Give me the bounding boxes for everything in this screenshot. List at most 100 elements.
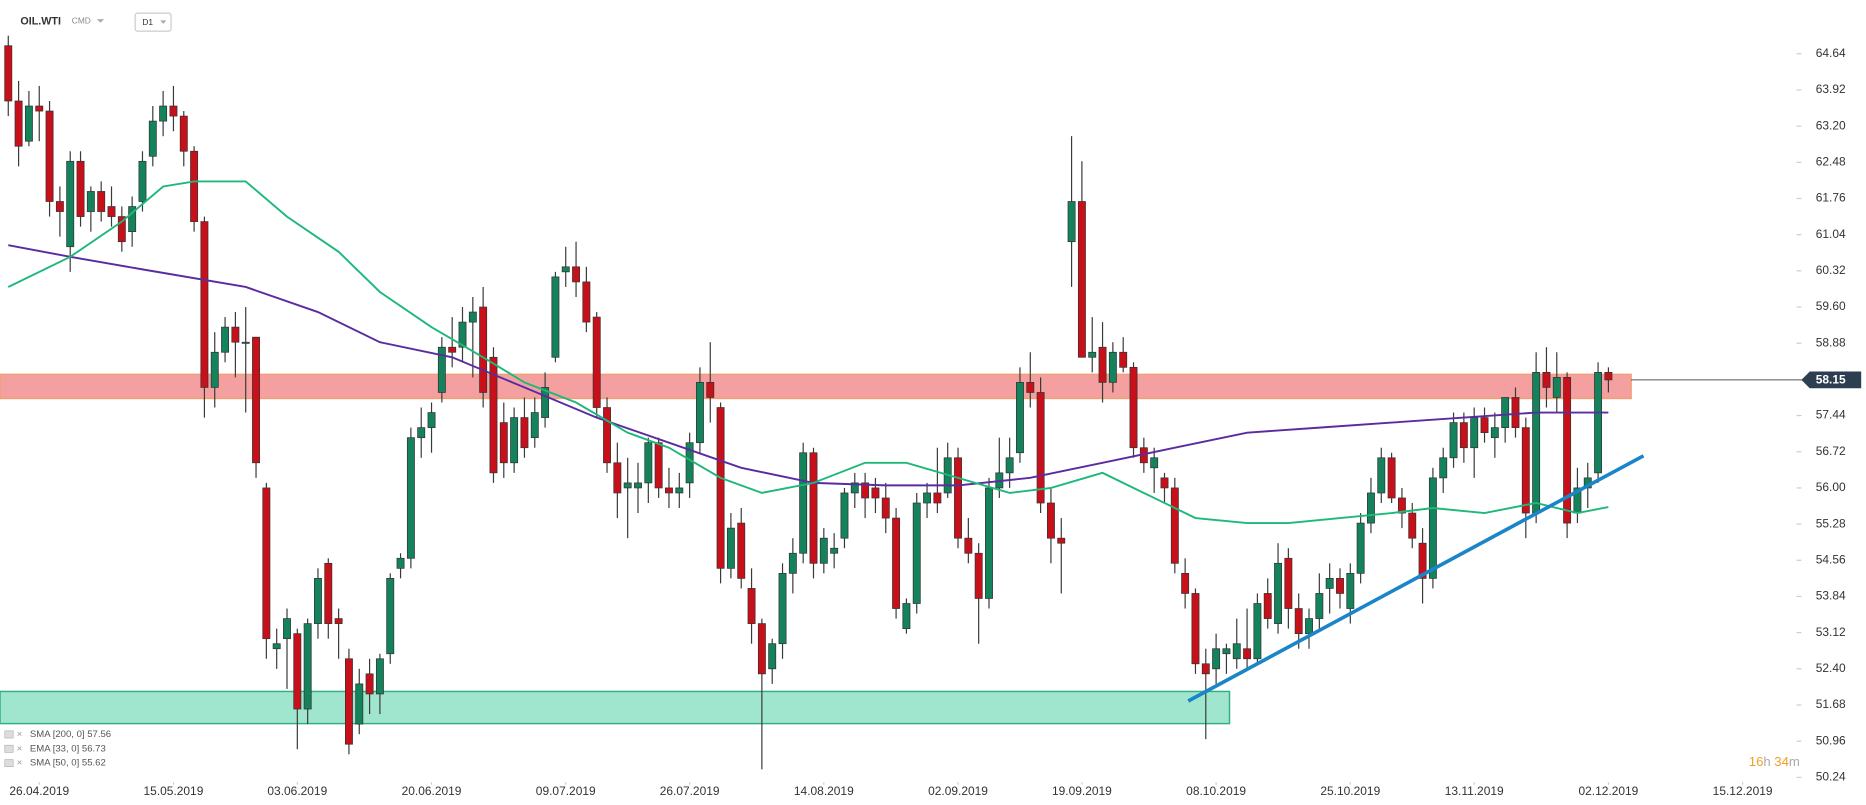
y-tick-label: 56.00	[1816, 480, 1846, 494]
candle-body	[262, 487, 271, 640]
candle-body	[1305, 618, 1313, 635]
candle-body	[355, 683, 364, 725]
candle-body	[1232, 643, 1241, 660]
candle-body	[1243, 648, 1252, 660]
candle-body	[778, 572, 787, 645]
candle-body	[706, 382, 715, 398]
candle-body	[1480, 417, 1489, 434]
candle-body	[458, 321, 467, 348]
candle-body	[551, 276, 560, 358]
candle-body	[1098, 346, 1107, 383]
candle-body	[283, 618, 291, 640]
candle-body	[1387, 457, 1396, 499]
candle-body	[375, 658, 384, 695]
countdown-h: h	[1763, 755, 1770, 770]
y-tick-label: 64.64	[1816, 46, 1846, 60]
last-price-box	[1801, 371, 1862, 389]
candle-body	[757, 623, 766, 675]
candle-body	[396, 557, 405, 569]
y-tick-label: 59.60	[1816, 299, 1846, 313]
candle-body	[603, 407, 611, 464]
candle-body	[726, 527, 735, 569]
candle-body	[293, 633, 302, 710]
candle-body	[128, 206, 137, 233]
x-tick-label: 02.09.2019	[928, 784, 988, 798]
candle-body	[716, 407, 725, 569]
y-tick-label: 63.20	[1816, 118, 1846, 132]
candle-body	[541, 387, 550, 418]
candle-body	[850, 482, 859, 494]
countdown: 16h 34m	[1749, 755, 1800, 770]
candle-body	[159, 105, 168, 122]
candle-body	[1594, 371, 1603, 474]
candle-body	[437, 346, 446, 393]
candle-body	[148, 120, 157, 157]
candle-body	[530, 412, 539, 439]
candle-body	[1449, 422, 1458, 459]
candle-body	[1191, 593, 1200, 665]
candle-body	[1439, 457, 1448, 479]
candle-body	[1212, 648, 1221, 670]
candle-body	[830, 547, 839, 554]
candle-body	[1067, 201, 1076, 243]
candle-body	[386, 578, 395, 655]
candle-body	[45, 110, 54, 202]
y-tick-label: 53.84	[1816, 589, 1846, 603]
candle-body	[427, 412, 436, 428]
x-tick-label: 25.10.2019	[1320, 784, 1380, 798]
candle-body	[365, 673, 374, 695]
candle-body	[695, 382, 704, 444]
candle-body	[747, 588, 756, 624]
candle-body	[200, 221, 209, 388]
dropdown-arrow[interactable]	[96, 19, 105, 23]
candle-body	[623, 482, 632, 489]
candle-body	[572, 266, 581, 283]
symbol[interactable]: OIL.WTI	[20, 15, 61, 27]
candle-body	[303, 623, 312, 710]
plot-area	[0, 35, 1645, 770]
candle-body	[190, 150, 199, 222]
interval-box[interactable]	[134, 12, 172, 32]
legend-close: ×	[17, 758, 23, 769]
candle-body	[871, 487, 880, 499]
y-tick-label: 52.40	[1816, 661, 1846, 675]
candle-body	[1521, 427, 1530, 514]
candle-body	[1294, 608, 1303, 635]
candle-body	[1263, 593, 1272, 619]
zone	[0, 690, 1231, 725]
interval[interactable]: D1	[142, 17, 153, 27]
y-tick-label: 51.68	[1816, 697, 1846, 711]
x-tick-label: 13.11.2019	[1445, 784, 1504, 798]
x-tick-label: 14.08.2019	[794, 784, 854, 798]
candle-body	[1532, 371, 1541, 514]
candle-body	[1336, 578, 1344, 594]
candle-body	[169, 105, 178, 117]
candle-body	[1088, 351, 1097, 358]
candle-body	[76, 160, 85, 217]
candle-body	[737, 522, 746, 579]
candle-body	[241, 341, 250, 344]
candle-body	[252, 336, 260, 464]
countdown-hours: 16	[1749, 755, 1764, 770]
legend-close: ×	[17, 743, 23, 754]
candle-body	[923, 492, 932, 504]
candle-body	[1150, 457, 1159, 469]
candle-body	[675, 487, 684, 494]
candle-body	[768, 643, 777, 670]
legend-icon	[4, 759, 14, 768]
y-tick-label: 61.04	[1816, 227, 1846, 241]
candle-body	[561, 266, 570, 273]
candle-body	[592, 316, 601, 408]
x-tick-label: 09.07.2019	[536, 784, 596, 798]
candle-body	[448, 346, 457, 353]
candle-body	[1016, 382, 1024, 454]
candle-body	[1397, 497, 1406, 514]
candle-body	[933, 492, 942, 504]
interval-arrow[interactable]	[160, 20, 167, 24]
candle-body	[665, 487, 673, 494]
candle-body	[97, 191, 106, 212]
candle-body	[66, 160, 75, 248]
legend-entry: EMA [33, 0] 56.73	[30, 743, 106, 754]
candle-body	[1511, 397, 1520, 428]
